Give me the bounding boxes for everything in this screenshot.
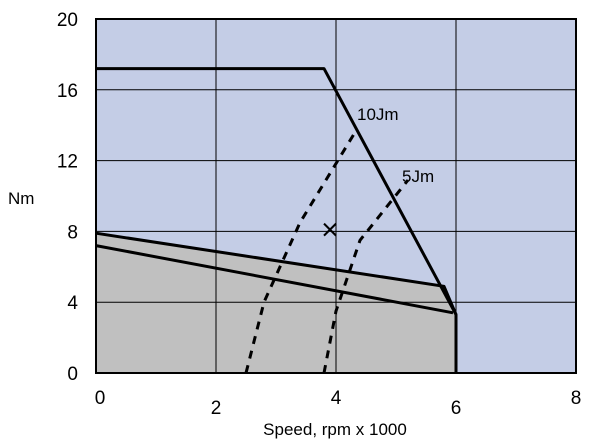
y-tick-label: 8 [67, 222, 78, 243]
series-line-1 [96, 67, 458, 373]
x-axis-title: Speed, rpm x 1000 [263, 420, 407, 439]
y-tick-label: 20 [57, 10, 78, 31]
x-marker-stroke [323, 222, 337, 237]
data-marker [323, 222, 337, 237]
y-tick-label: 4 [67, 293, 78, 314]
x-tick-label: 8 [571, 388, 582, 409]
x-tick-label: 2 [211, 398, 222, 419]
y-tick-labels: 0 4 8 12 16 20 [57, 10, 79, 385]
x-tick-label: 0 [95, 388, 106, 409]
y-tick-label: 12 [57, 152, 78, 173]
y-tick-label: 16 [57, 81, 78, 102]
annotation-label: 5Jm [402, 167, 434, 186]
plot-frame [95, 18, 577, 374]
x-tick-label: 6 [451, 398, 462, 419]
annotations: 10Jm 5Jm [357, 105, 434, 186]
series-line-5jm [322, 179, 410, 374]
series-line-2 [95, 231, 458, 316]
y-axis-title: Nm [8, 189, 34, 208]
series-lines [95, 67, 458, 374]
series-line-3 [95, 244, 454, 315]
x-tick-label: 4 [331, 388, 342, 409]
y-tick-label: 0 [67, 364, 78, 385]
annotation-label: 10Jm [357, 105, 399, 124]
x-tick-labels: 0 2 4 6 8 [95, 388, 582, 419]
shaded-operating-region [96, 233, 456, 373]
series-line-10jm [244, 133, 356, 374]
